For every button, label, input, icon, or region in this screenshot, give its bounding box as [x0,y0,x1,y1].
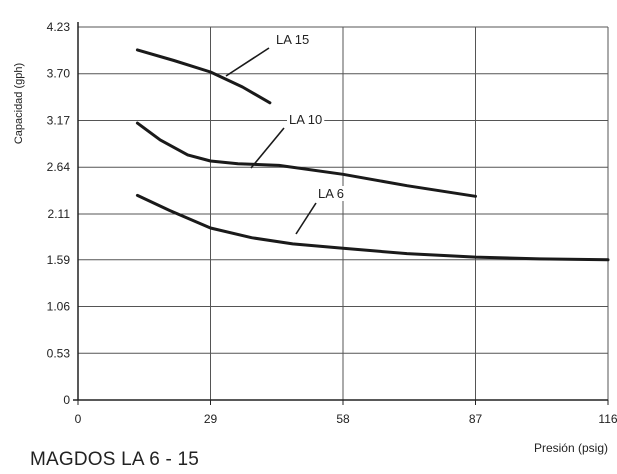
series-line [135,193,610,262]
series-label-bg [287,112,325,127]
y-tick-label: 3.70 [47,67,71,81]
series-label-bg [316,186,347,201]
x-tick-label: 116 [598,412,617,426]
series-label-leader [295,202,317,235]
series-label: LA 6 [318,186,344,201]
chart-caption: MAGDOS LA 6 - 15 [30,449,199,470]
y-tick-label: 1.06 [47,300,71,314]
axes [73,22,609,405]
series-line [135,121,477,198]
y-tick-label: 1.59 [47,253,71,267]
x-tick-label: 58 [336,412,350,426]
grid-lines [78,26,609,400]
series-label-leader [250,127,285,169]
y-tick-label: 2.11 [48,207,71,221]
x-tick-label: 87 [469,412,483,426]
y-tick-label: 0 [63,393,70,407]
y-tick-label: 2.64 [47,160,71,174]
y-axis-label: Capacidad (gph) [13,63,25,144]
x-axis-label: Presión (psig) [534,441,608,455]
y-tick-label: 0.53 [47,346,71,360]
x-tick-label: 29 [204,412,218,426]
x-tick-label: 0 [75,412,82,426]
y-tick-label: 4.23 [47,20,71,34]
series-label-bg [274,32,312,47]
series-lines [135,48,610,262]
series-label: LA 10 [289,112,322,127]
series-line [135,48,272,105]
tick-labels: 0 0.53 1.06 1.59 2.11 2.64 3.17 3.70 4.23 0 29 58 87… [47,20,617,426]
y-tick-label: 3.17 [47,113,71,127]
series-label-leader [225,47,270,77]
series-label: LA 15 [276,32,309,47]
series-labels: LA 15 LA 10 LA 6 [225,32,347,235]
